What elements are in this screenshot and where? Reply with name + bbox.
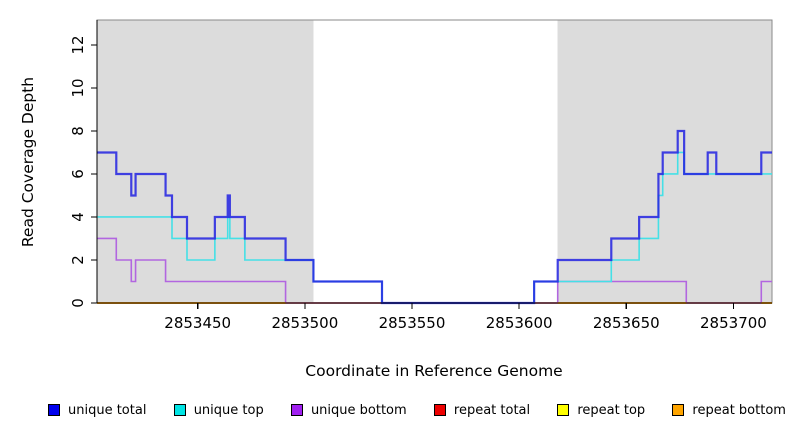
legend-label: repeat bottom bbox=[692, 402, 786, 418]
y-tick-label: 2 bbox=[69, 255, 87, 265]
y-tick-label: 8 bbox=[69, 126, 87, 136]
x-tick-label: 2853450 bbox=[164, 314, 231, 332]
legend-item-repeat-top: repeat top bbox=[557, 403, 645, 418]
y-tick-label: 6 bbox=[69, 169, 87, 179]
x-tick-label: 2853650 bbox=[593, 314, 660, 332]
legend-label: repeat total bbox=[453, 402, 531, 418]
legend-label: repeat top bbox=[577, 402, 646, 418]
y-tick-label: 0 bbox=[69, 298, 87, 308]
coverage-plot: 2853450 2853500 2853550 2853600 2853650 28537… bbox=[69, 19, 773, 332]
shaded-region bbox=[97, 20, 314, 303]
legend-swatch bbox=[433, 404, 446, 416]
y-tick-label: 4 bbox=[69, 212, 87, 222]
legend-item-unique-bottom: unique bottom bbox=[290, 402, 407, 418]
legend-item-unique-total: unique total bbox=[48, 403, 146, 418]
legend-swatch bbox=[557, 404, 570, 416]
series-unique-total bbox=[97, 129, 772, 305]
legend-swatch bbox=[290, 404, 303, 416]
x-tick-label: 2853550 bbox=[379, 314, 446, 332]
legend: unique total unique top unique bottom repea… bbox=[48, 399, 786, 421]
y-axis-title: Read Coverage Depth bbox=[19, 76, 37, 248]
x-tick-label: 2853500 bbox=[271, 314, 338, 332]
y-tick-label: 12 bbox=[69, 35, 87, 54]
legend-item-repeat-total: repeat total bbox=[433, 402, 531, 418]
legend-item-unique-top: unique top bbox=[173, 402, 264, 418]
legend-label: unique bottom bbox=[310, 402, 407, 418]
legend-item-repeat-bottom: repeat bottom bbox=[672, 403, 786, 418]
legend-swatch bbox=[672, 404, 685, 416]
legend-label: unique total bbox=[68, 402, 147, 418]
legend-swatch bbox=[48, 404, 60, 416]
x-tick-label: 2853600 bbox=[486, 314, 553, 332]
legend-label: unique top bbox=[193, 402, 264, 418]
x-axis-title: Coordinate in Reference Genome bbox=[305, 362, 563, 380]
y-tick-label: 10 bbox=[69, 78, 87, 97]
x-tick-label: 2853700 bbox=[700, 314, 767, 332]
shaded-region bbox=[557, 20, 772, 303]
legend-swatch bbox=[173, 404, 186, 416]
